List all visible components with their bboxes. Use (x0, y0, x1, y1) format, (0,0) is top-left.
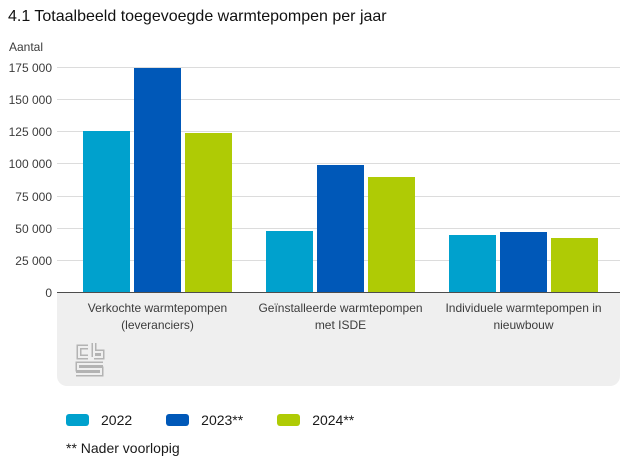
legend-swatch-2023 (166, 414, 190, 426)
y-axis-unit-label: Aantal (9, 40, 44, 54)
bar-group-3 (449, 68, 598, 293)
legend: 2022 2023** 2024** (66, 412, 354, 428)
y-tick-label-125000: 125 000 (8, 125, 52, 140)
bar-group-1 (83, 68, 232, 293)
bar-2024-category-3[interactable] (551, 237, 598, 293)
cbs-logo-icon (75, 343, 105, 377)
legend-label-2024: 2024** (312, 412, 355, 428)
legend-swatch-2024 (277, 414, 301, 426)
legend-label-2022: 2022 (101, 412, 133, 428)
gridline-150000 (57, 99, 620, 101)
y-axis-tick-labels: 0 25 000 50 000 75 000 100 000 125 000 150 000… (0, 61, 52, 300)
y-tick-label-0: 0 (45, 286, 52, 300)
category-label-2: Geïnstalleerde warmtepompen met ISDE (258, 301, 423, 333)
bar-2022-category-1[interactable] (83, 131, 130, 293)
x-axis-line (57, 291, 620, 294)
legend-label-2023: 2023** (201, 412, 244, 428)
legend-swatch-2022 (66, 414, 89, 426)
y-tick-label-25000: 25 000 (15, 253, 52, 268)
chart-title: 4.1 Totaalbeeld toegevoegde warmtepompen… (8, 8, 387, 25)
y-tick-label-100000: 100 000 (8, 157, 52, 172)
bar-2023-category-1[interactable] (134, 68, 181, 293)
footnote: ** Nader voorlopig (66, 440, 180, 456)
bar-2024-category-1[interactable] (185, 132, 232, 293)
category-label-3: Individuele warmtepompen in nieuwbouw (445, 301, 602, 333)
y-tick-label-50000: 50 000 (15, 221, 52, 236)
legend-item-2022[interactable]: 2022 (66, 412, 132, 428)
gridline-175000 (57, 67, 620, 68)
legend-item-2024[interactable]: 2024** (277, 412, 354, 428)
bar-2023-category-3[interactable] (500, 231, 547, 293)
bar-2024-category-2[interactable] (368, 177, 415, 293)
y-tick-label-175000: 175 000 (8, 61, 52, 75)
bar-2023-category-2[interactable] (317, 165, 364, 293)
plot-area (57, 67, 620, 293)
gridline-100000 (57, 163, 620, 165)
bar-2022-category-2[interactable] (266, 230, 313, 293)
legend-item-2023[interactable]: 2023** (166, 412, 243, 428)
bar-group-2 (266, 68, 415, 293)
y-tick-label-75000: 75 000 (15, 189, 52, 204)
bar-2022-category-3[interactable] (449, 235, 496, 293)
y-tick-label-150000: 150 000 (8, 93, 52, 108)
category-label-1: Verkochte warmtepompen (leveranciers) (87, 301, 228, 333)
gridline-125000 (57, 131, 620, 133)
category-axis-panel: Verkochte warmtepompen (leveranciers) Geï… (57, 293, 620, 386)
